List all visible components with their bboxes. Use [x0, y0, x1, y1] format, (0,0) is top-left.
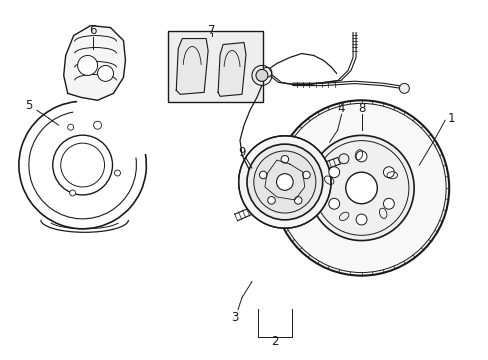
Circle shape — [253, 151, 315, 213]
Polygon shape — [176, 39, 208, 94]
Circle shape — [262, 67, 271, 77]
Circle shape — [276, 174, 293, 190]
Circle shape — [67, 124, 74, 130]
Text: 3: 3 — [231, 311, 238, 324]
Circle shape — [355, 151, 366, 162]
Circle shape — [78, 55, 98, 75]
Circle shape — [328, 167, 339, 177]
Text: 2: 2 — [270, 335, 278, 348]
Circle shape — [345, 172, 377, 204]
Text: 1: 1 — [447, 112, 454, 125]
Polygon shape — [218, 42, 245, 96]
Circle shape — [267, 197, 275, 204]
Text: 9: 9 — [238, 145, 245, 159]
Circle shape — [308, 135, 413, 240]
Circle shape — [238, 136, 330, 228]
Polygon shape — [63, 26, 125, 100]
Circle shape — [53, 135, 112, 195]
Text: 6: 6 — [89, 24, 96, 37]
Circle shape — [246, 144, 322, 220]
Circle shape — [273, 100, 448, 276]
Circle shape — [281, 156, 288, 163]
Circle shape — [383, 198, 393, 209]
Circle shape — [69, 190, 76, 196]
Circle shape — [328, 198, 339, 209]
Circle shape — [355, 214, 366, 225]
Circle shape — [338, 154, 348, 164]
Circle shape — [93, 121, 102, 129]
Text: 5: 5 — [25, 99, 33, 112]
Circle shape — [255, 69, 267, 81]
Circle shape — [114, 170, 120, 176]
Circle shape — [259, 171, 266, 179]
Bar — [168, 31, 263, 102]
Circle shape — [383, 167, 393, 177]
Circle shape — [399, 84, 408, 93]
Circle shape — [302, 171, 309, 179]
Text: 8: 8 — [357, 102, 365, 115]
Text: 4: 4 — [337, 102, 345, 115]
Text: 7: 7 — [208, 24, 215, 37]
Circle shape — [98, 66, 113, 81]
Circle shape — [294, 197, 302, 204]
